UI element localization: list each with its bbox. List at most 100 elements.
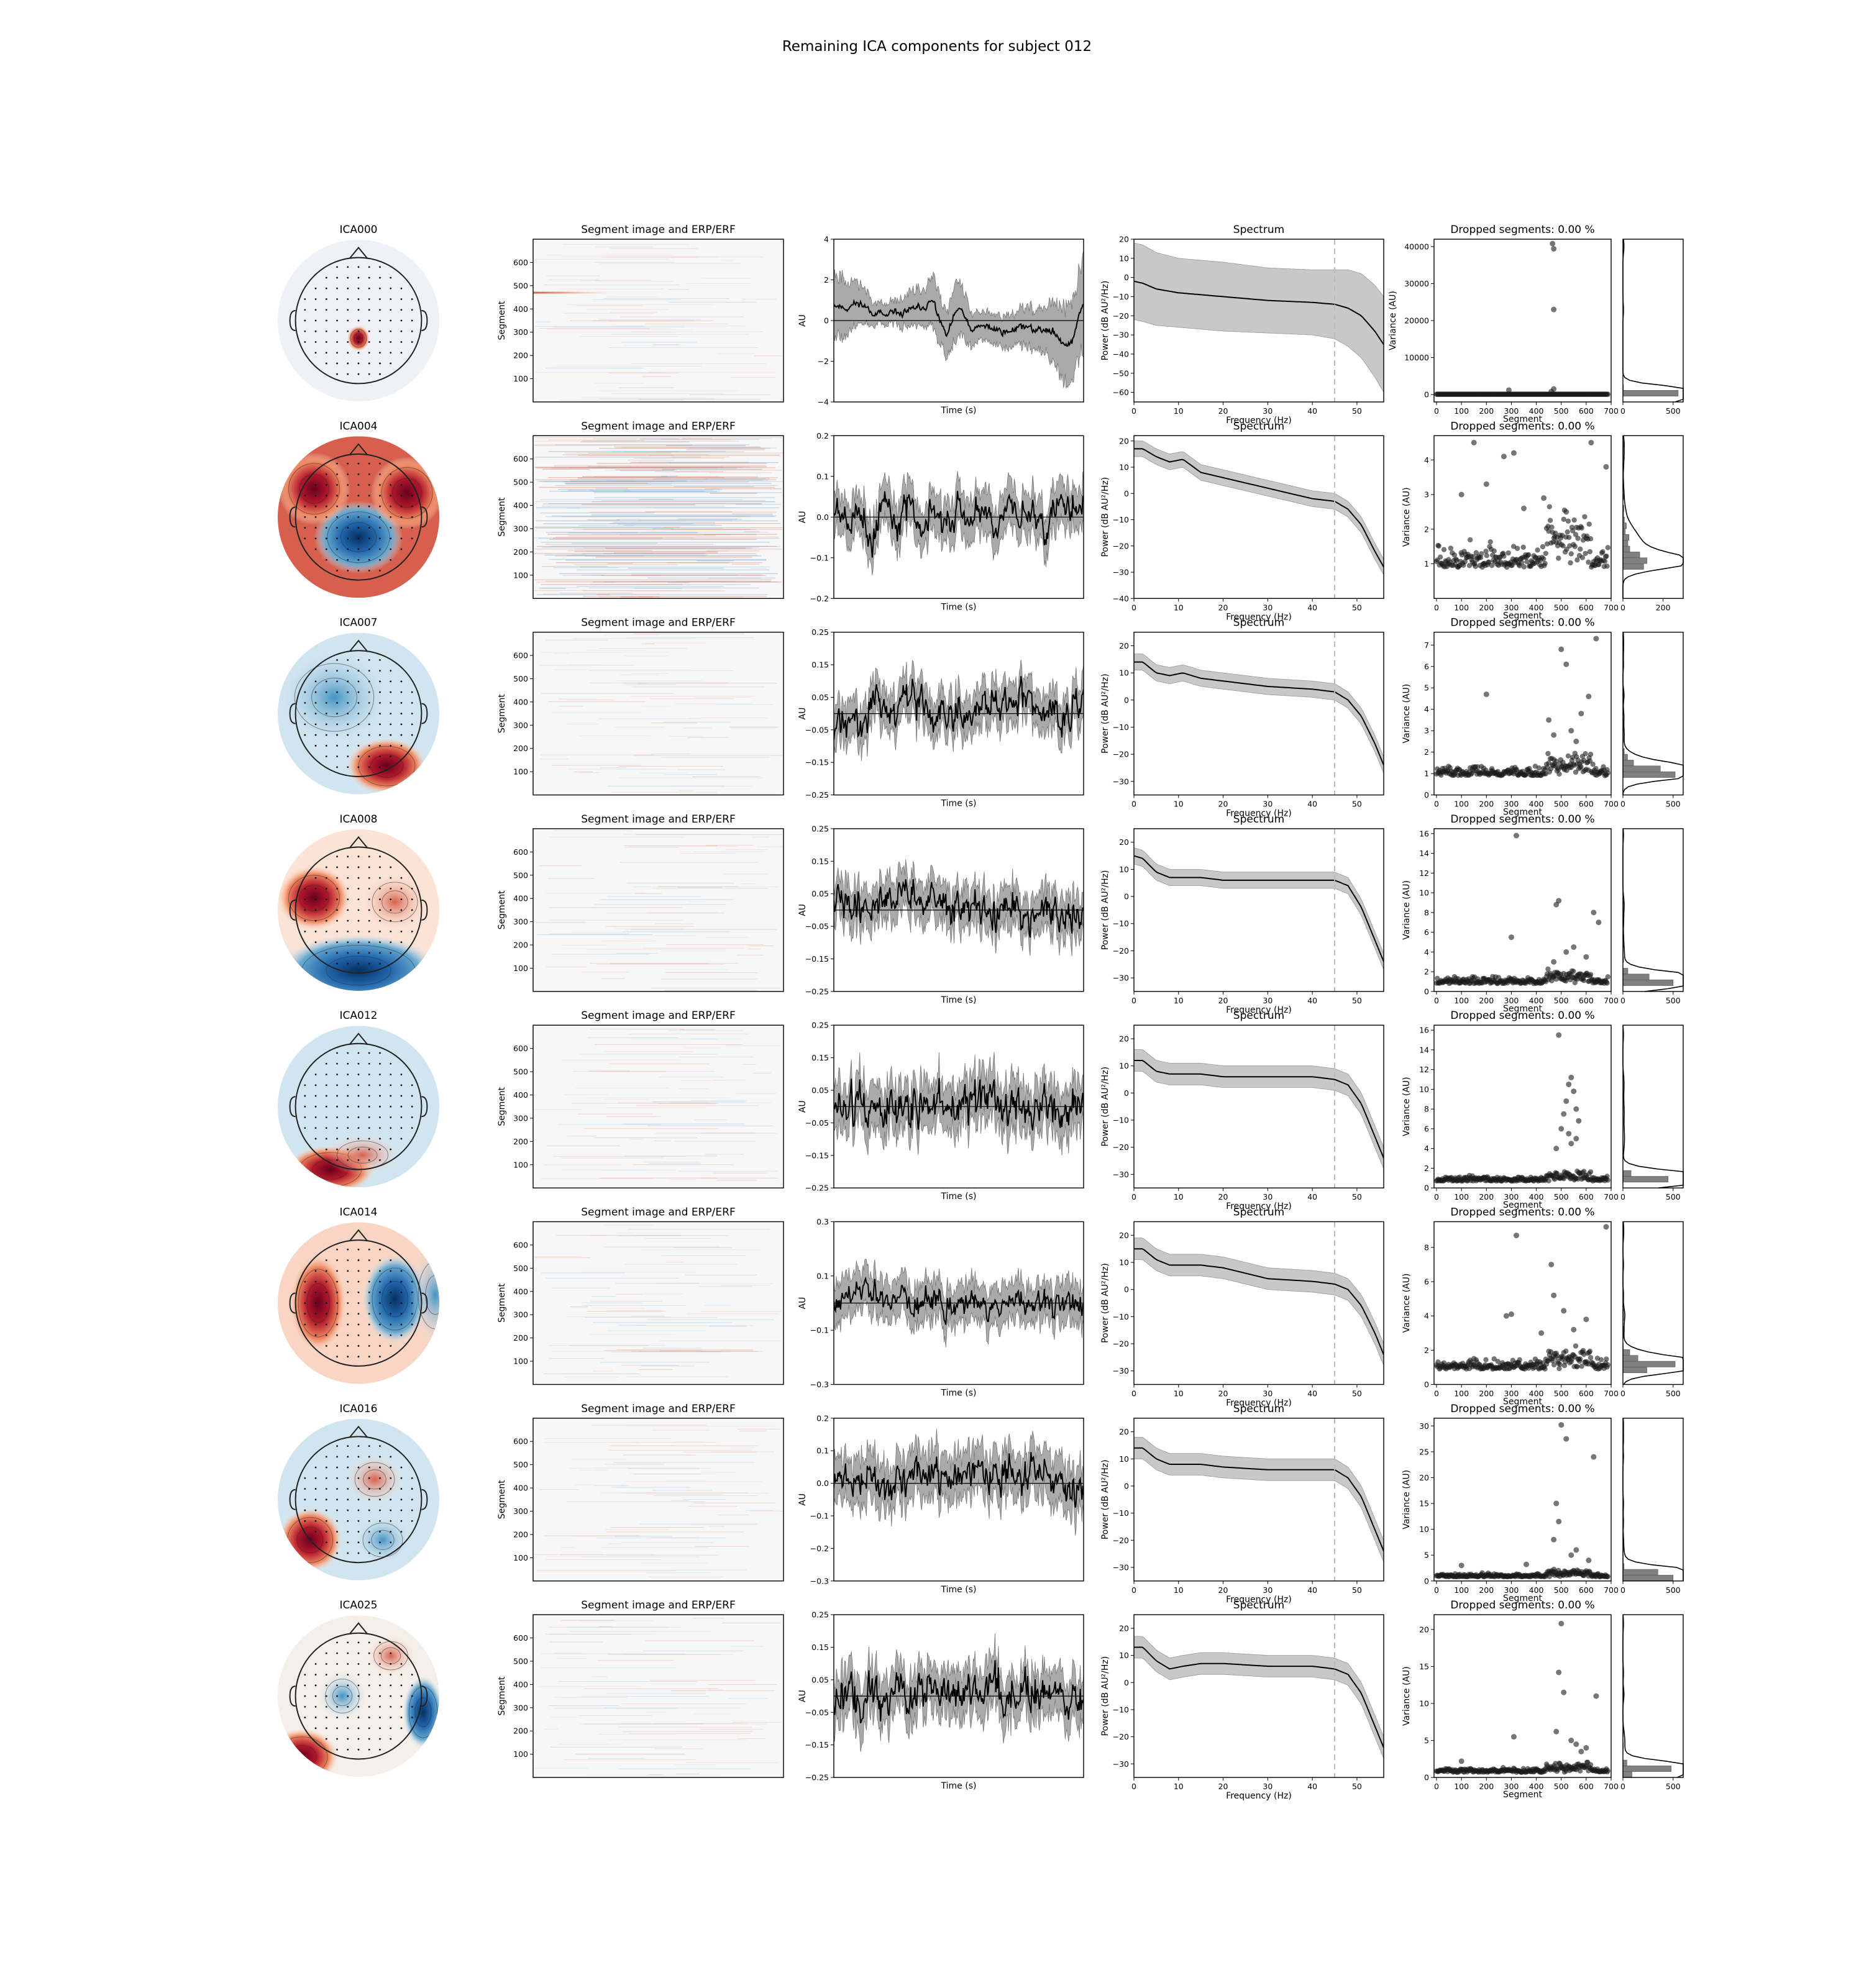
sensor-dot [325, 559, 327, 561]
sensor-dot [400, 298, 403, 300]
sensor-dot [325, 1738, 327, 1740]
variance-point [1579, 525, 1584, 531]
variance-outlier-point [1563, 1098, 1569, 1104]
y-axis-label: Segment [497, 890, 507, 930]
y-tick-label: 0.25 [811, 1610, 829, 1620]
segment-image-frame [532, 1418, 784, 1582]
sensor-dot [368, 877, 370, 879]
segment-image-row [704, 534, 731, 536]
y-tick-label: 8 [1424, 908, 1429, 917]
sensor-dot [368, 548, 370, 550]
variance-point [1541, 556, 1546, 562]
histogram-frame [1622, 1418, 1684, 1582]
y-tick-label: 100 [513, 1160, 528, 1169]
sensor-dot [357, 495, 360, 497]
segment-image-row [542, 547, 759, 548]
sensor-dot [336, 1498, 338, 1501]
sensor-dot [304, 495, 306, 497]
segment-image-row [751, 568, 767, 569]
segment-image-row [741, 883, 755, 885]
y-tick-label: 100 [513, 1357, 528, 1366]
head-outline [295, 650, 423, 777]
sensor-dot [357, 1323, 360, 1326]
variance-outlier-point [1556, 1518, 1562, 1525]
sensor-dot [336, 1531, 338, 1533]
y-tick-label: 10000 [1404, 353, 1429, 362]
segment-image-row [552, 1156, 686, 1157]
sensor-dot [336, 734, 338, 736]
sensor-dot [368, 855, 370, 858]
variance-point [1588, 536, 1594, 542]
sensor-dot [325, 548, 327, 550]
sensor-dot [379, 373, 381, 375]
sensor-dot [357, 570, 360, 572]
sensor-dot [368, 1477, 370, 1479]
x-tick-label: 20 [1218, 1782, 1228, 1791]
x-tick-label: 30 [1263, 406, 1272, 416]
sensor-dot [314, 1466, 317, 1469]
segment-image-row [712, 1172, 767, 1174]
y-tick-label: −0.15 [805, 1740, 829, 1749]
segment-image-row [546, 332, 675, 333]
segment-image-row [721, 1285, 770, 1286]
segment-image-row [538, 537, 780, 539]
sensor-dot [379, 1674, 381, 1676]
sensor-dot [314, 1074, 317, 1075]
sensor-dot [390, 1662, 392, 1665]
variance-outlier-point [1556, 1032, 1562, 1038]
sensor-dot [304, 1498, 306, 1501]
sensor-dot [347, 373, 349, 375]
sensor-dot [347, 1148, 349, 1151]
segment-image-row [567, 490, 714, 491]
sensor-dot [347, 1445, 349, 1448]
histogram-bar [1622, 552, 1640, 559]
sensor-dot [368, 1248, 370, 1251]
y-tick-label: 5 [1424, 1736, 1429, 1745]
y-tick-label: 300 [513, 1113, 528, 1123]
sensor-dot [357, 505, 360, 508]
variance-point [1479, 551, 1484, 557]
segment-image-row [565, 1316, 670, 1318]
dropped-segments-title: Dropped segments: 0.00 % [1450, 420, 1594, 432]
y-tick-label: 0 [1424, 1576, 1429, 1585]
segment-image-row [603, 298, 730, 299]
y-tick-label: −30 [1113, 1170, 1129, 1179]
y-axis-label: Variance (AU) [1402, 487, 1412, 547]
y-tick-label: −0.25 [805, 987, 829, 996]
segment-image-row [682, 438, 712, 439]
sensor-dot [400, 1084, 403, 1087]
sensor-dot [347, 276, 349, 279]
x-tick-label: 0 [1620, 996, 1625, 1005]
spectrum-x-label: Frequency (Hz) [1226, 1005, 1292, 1015]
x-tick-label: 500 [1666, 1389, 1681, 1398]
sensor-dot [368, 744, 370, 747]
segment-image-row [631, 363, 767, 365]
sensor-dot [368, 898, 370, 901]
segment-image-row [623, 345, 682, 346]
y-tick-label: 100 [513, 964, 528, 973]
sensor-dot [304, 505, 306, 508]
sensor-dot [379, 1477, 381, 1479]
variance-point [1604, 563, 1610, 569]
x-tick-label: 300 [1504, 996, 1519, 1005]
sensor-dot [336, 952, 338, 954]
sensor-dot [347, 1074, 349, 1075]
erp-frame [833, 1221, 1084, 1385]
sensor-dot [314, 1095, 317, 1097]
spectrum-plot-area [1134, 1221, 1384, 1385]
variance-outlier-point [1593, 1693, 1599, 1699]
sensor-dot [390, 701, 392, 704]
variance-outlier-point [1558, 1126, 1565, 1132]
segment-image-row [606, 926, 695, 927]
sensor-dot [400, 1116, 403, 1118]
y-axis-label: Power (dB AU²/Hz) [1100, 281, 1110, 361]
variance-point [1489, 562, 1495, 568]
y-tick-label: 100 [513, 767, 528, 777]
histogram-bar [1622, 563, 1644, 570]
histogram-frame [1622, 1221, 1684, 1385]
segment-image-row [559, 399, 684, 401]
sensor-dot [304, 1488, 306, 1490]
variance-outlier-point [1508, 934, 1514, 941]
y-tick-label: 500 [513, 478, 528, 487]
